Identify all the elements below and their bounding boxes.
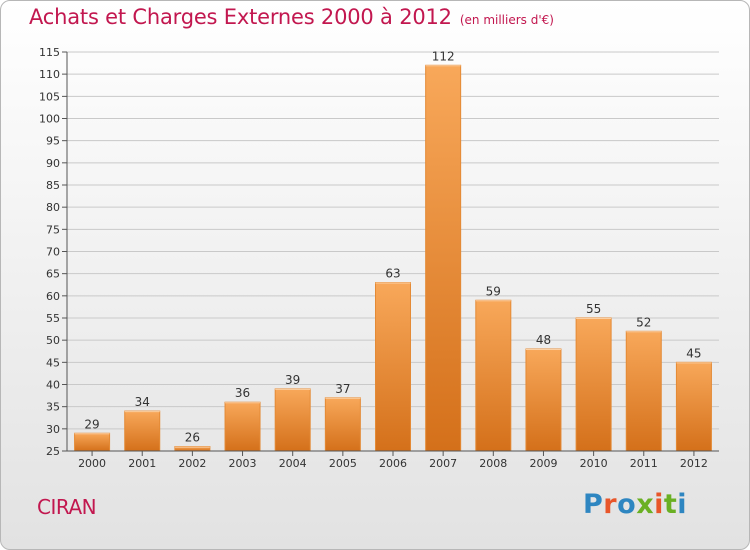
y-tick-label: 25 bbox=[46, 445, 60, 458]
bar-2007 bbox=[425, 64, 462, 452]
x-tick-label: 2010 bbox=[580, 457, 608, 470]
proxiti-logo: Proxiti bbox=[583, 489, 687, 520]
logo-letter: i bbox=[677, 489, 688, 520]
data-label: 29 bbox=[84, 417, 99, 431]
x-tick-label: 2007 bbox=[429, 457, 457, 470]
bar-2003 bbox=[224, 401, 261, 452]
y-tick-label: 45 bbox=[46, 356, 60, 369]
data-label: 34 bbox=[135, 395, 150, 409]
bar-2010 bbox=[575, 317, 612, 452]
data-label: 48 bbox=[536, 333, 551, 347]
logo-letter: t bbox=[663, 489, 678, 520]
logo-letter: i bbox=[654, 489, 664, 520]
y-tick-label: 105 bbox=[39, 90, 60, 103]
data-label: 63 bbox=[385, 267, 400, 281]
chart-title: Achats et Charges Externes 2000 à 2012 (e… bbox=[29, 5, 554, 29]
bar-2006 bbox=[375, 282, 411, 452]
bar-2009 bbox=[525, 348, 562, 452]
logo-letter: o bbox=[617, 489, 637, 520]
x-tick-label: 2004 bbox=[279, 457, 307, 470]
y-tick-label: 35 bbox=[46, 401, 60, 414]
bar-2004 bbox=[274, 388, 311, 452]
y-tick-label: 30 bbox=[46, 423, 60, 436]
bar-2005 bbox=[324, 397, 361, 452]
bar-2001 bbox=[124, 410, 161, 452]
logo-letter: r bbox=[603, 489, 618, 520]
data-label: 37 bbox=[335, 382, 350, 396]
x-tick-label: 2006 bbox=[379, 457, 407, 470]
y-tick-label: 50 bbox=[46, 334, 60, 347]
data-label: 39 bbox=[285, 373, 300, 387]
x-tick-label: 2003 bbox=[229, 457, 257, 470]
data-label: 36 bbox=[235, 386, 250, 400]
commune-name: CIRAN bbox=[37, 495, 97, 519]
axes: 25 30 35 40 45 50 55 60 65 70 75 80 85 90 95 100 105 110 1… bbox=[39, 46, 719, 470]
y-tick-label: 70 bbox=[46, 246, 60, 259]
bar-2008 bbox=[475, 299, 512, 452]
data-label: 45 bbox=[686, 346, 701, 360]
data-labels: 29 34 26 36 39 37 63 112 59 48 55 52 45 bbox=[84, 49, 701, 444]
x-tick-label: 2008 bbox=[479, 457, 507, 470]
y-tick-label: 115 bbox=[39, 46, 60, 59]
data-label: 59 bbox=[486, 284, 501, 298]
chart-unit: (en milliers d'€) bbox=[459, 13, 554, 27]
bars bbox=[74, 64, 712, 452]
y-tick-label: 60 bbox=[46, 290, 60, 303]
y-tick-label: 110 bbox=[39, 68, 60, 81]
logo-letter: x bbox=[636, 489, 655, 520]
y-tick-label: 75 bbox=[46, 223, 60, 236]
bar-2012 bbox=[675, 361, 712, 452]
x-tick-label: 2012 bbox=[680, 457, 708, 470]
bar-2011 bbox=[625, 330, 662, 452]
data-label: 112 bbox=[432, 49, 455, 63]
y-tick-label: 95 bbox=[46, 135, 60, 148]
y-tick-label: 40 bbox=[46, 379, 60, 392]
x-tick-label: 2005 bbox=[329, 457, 357, 470]
data-label: 26 bbox=[185, 431, 200, 445]
x-tick-label: 2001 bbox=[128, 457, 156, 470]
y-tick-label: 65 bbox=[46, 268, 60, 281]
logo-letter: P bbox=[583, 489, 604, 520]
x-tick-label: 2000 bbox=[78, 457, 106, 470]
chart-title-text: Achats et Charges Externes 2000 à 2012 bbox=[29, 5, 452, 29]
y-tick-label: 90 bbox=[46, 157, 60, 170]
x-tick-label: 2011 bbox=[630, 457, 658, 470]
data-label: 55 bbox=[586, 302, 601, 316]
data-label: 52 bbox=[636, 315, 651, 329]
x-tick-label: 2002 bbox=[178, 457, 206, 470]
y-tick-label: 85 bbox=[46, 179, 60, 192]
bar-2000 bbox=[74, 432, 111, 452]
y-tick-label: 55 bbox=[46, 312, 60, 325]
y-tick-label: 100 bbox=[39, 113, 60, 126]
y-tick-label: 80 bbox=[46, 201, 60, 214]
x-tick-label: 2009 bbox=[529, 457, 557, 470]
